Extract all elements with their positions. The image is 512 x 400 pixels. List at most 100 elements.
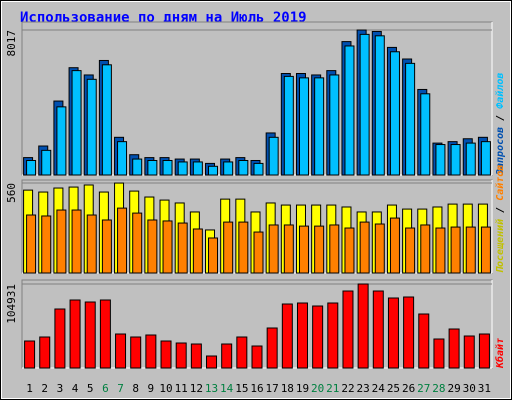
bar (132, 212, 143, 274)
bar (327, 302, 339, 369)
bar (372, 290, 384, 369)
bar (405, 227, 416, 274)
bar (101, 219, 112, 274)
bar (39, 336, 51, 369)
bar (162, 220, 173, 274)
bar (478, 333, 490, 369)
bar (223, 221, 234, 274)
legend-entry: Файлов (494, 73, 506, 109)
bar (238, 221, 249, 274)
legend: Кбайт (494, 338, 506, 369)
bar (298, 225, 309, 274)
bar (450, 144, 461, 176)
bar (84, 301, 96, 369)
bar (54, 308, 66, 369)
bar (329, 224, 340, 274)
bar (418, 313, 430, 369)
bar (71, 70, 82, 176)
x-tick-label: 17 (266, 382, 279, 395)
legend-entry: Посещений (494, 219, 506, 273)
x-tick-label: 5 (87, 382, 94, 395)
bar (115, 333, 127, 369)
bar (26, 159, 37, 176)
bar (223, 161, 234, 176)
x-tick-label: 27 (417, 382, 430, 395)
bar (359, 33, 370, 176)
bar (251, 345, 263, 369)
bar (480, 226, 491, 274)
x-tick-label: 4 (72, 382, 79, 395)
bar (281, 303, 293, 369)
bar (99, 299, 111, 369)
x-tick-label: 9 (148, 382, 155, 395)
bar (357, 283, 369, 369)
bar (41, 149, 52, 176)
bar (403, 296, 415, 369)
bar (420, 224, 431, 274)
x-tick-label: 10 (159, 382, 172, 395)
bar (238, 159, 249, 176)
bar (463, 335, 475, 369)
x-tick-label: 24 (372, 382, 386, 395)
x-tick-label: 25 (387, 382, 400, 395)
bar (145, 334, 157, 369)
bar (465, 142, 476, 176)
legend-entry: Кбайт (494, 338, 506, 369)
bar (420, 93, 431, 176)
bar (283, 224, 294, 274)
bar (253, 162, 264, 176)
bar (86, 214, 97, 274)
x-tick-label: 31 (478, 382, 491, 395)
bar (374, 35, 385, 176)
x-tick-label: 2 (41, 382, 48, 395)
x-tick-label: 20 (311, 382, 324, 395)
x-tick-label: 30 (463, 382, 476, 395)
bar (389, 51, 400, 176)
x-tick-label: 13 (205, 382, 218, 395)
legend: Посещений / Сайтов (494, 165, 506, 273)
bar (283, 75, 294, 176)
bar (314, 225, 325, 274)
x-tick-label: 19 (296, 382, 309, 395)
bar (236, 336, 248, 369)
bar (132, 158, 143, 176)
bar (162, 159, 173, 176)
bar (448, 328, 460, 369)
x-tick-label: 3 (57, 382, 64, 395)
legend-separator: / (495, 201, 506, 219)
x-tick-label: 22 (341, 382, 354, 395)
bar (253, 231, 264, 274)
legend-entry: Сайтов (494, 165, 506, 201)
bar (192, 228, 203, 274)
bar (208, 165, 219, 176)
bar (387, 297, 399, 369)
bar (296, 302, 308, 369)
x-tick-label: 28 (432, 382, 445, 395)
bar (24, 340, 36, 369)
bar (206, 355, 218, 369)
x-tick-label: 16 (250, 382, 263, 395)
bar (26, 214, 37, 274)
bar (69, 299, 81, 369)
bar (147, 159, 158, 176)
x-tick-label: 1 (26, 382, 33, 395)
x-tick-label: 6 (102, 382, 109, 395)
bar (41, 215, 52, 274)
bar (56, 209, 67, 274)
bar (405, 62, 416, 176)
bar (71, 209, 82, 274)
bar (312, 305, 324, 369)
bar (268, 136, 279, 176)
bar (221, 343, 233, 369)
x-tick-label: 23 (357, 382, 370, 395)
bar (450, 226, 461, 274)
bar (101, 64, 112, 176)
bar (192, 161, 203, 176)
bar (435, 227, 446, 274)
x-tick-label: 8 (132, 382, 139, 395)
x-tick-label: 12 (190, 382, 203, 395)
y-tick-label: 560 (5, 183, 18, 203)
bar (342, 290, 354, 369)
